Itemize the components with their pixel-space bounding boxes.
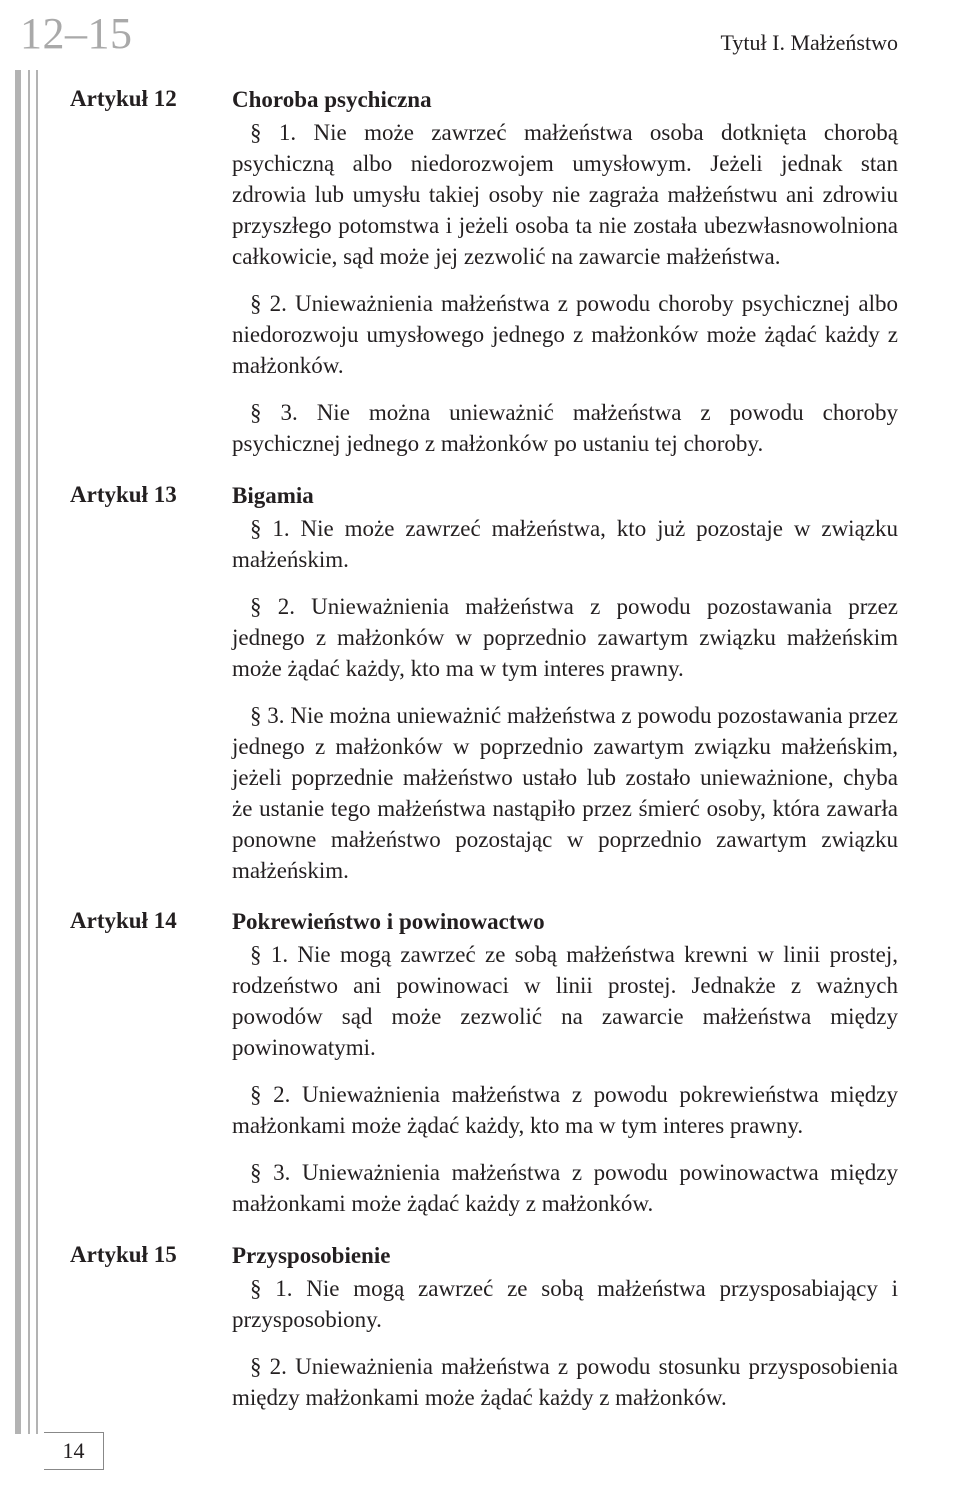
article-label: Artykuł 14	[70, 906, 232, 1235]
article-label: Artykuł 15	[70, 1240, 232, 1429]
article-block: Artykuł 12 Choroba psychiczna § 1. Nie m…	[70, 84, 898, 476]
article-label: Artykuł 12	[70, 84, 232, 476]
article-body: Pokrewieństwo i powinowactwo § 1. Nie mo…	[232, 906, 898, 1235]
article-paragraph: § 3. Nie można unieważnić małżeństwa z p…	[232, 397, 898, 459]
article-paragraph: § 3. Unieważnienia małżeństwa z powodu p…	[232, 1157, 898, 1219]
section-header: Tytuł I. Małżeństwo	[721, 30, 898, 56]
article-label: Artykuł 13	[70, 480, 232, 903]
article-title: Przysposobienie	[232, 1240, 898, 1271]
article-paragraph: § 2. Unieważnienia małżeństwa z powodu c…	[232, 288, 898, 381]
article-block: Artykuł 13 Bigamia § 1. Nie może zawrzeć…	[70, 480, 898, 903]
article-paragraph: § 3. Nie można unieważnić małżeństwa z p…	[232, 700, 898, 886]
article-paragraph: § 1. Nie mogą zawrzeć ze sobą małżeństwa…	[232, 939, 898, 1063]
page-content: Artykuł 12 Choroba psychiczna § 1. Nie m…	[70, 84, 898, 1429]
article-body: Choroba psychiczna § 1. Nie może zawrzeć…	[232, 84, 898, 476]
article-paragraph: § 1. Nie może zawrzeć małżeństwa osoba d…	[232, 117, 898, 272]
article-block: Artykuł 15 Przysposobienie § 1. Nie mogą…	[70, 1240, 898, 1429]
page-range-top: 12–15	[20, 8, 133, 59]
article-body: Przysposobienie § 1. Nie mogą zawrzeć ze…	[232, 1240, 898, 1429]
article-title: Pokrewieństwo i powinowactwo	[232, 906, 898, 937]
margin-rule-thin-2	[36, 70, 38, 1434]
article-paragraph: § 1. Nie może zawrzeć małżeństwa, kto ju…	[232, 513, 898, 575]
article-block: Artykuł 14 Pokrewieństwo i powinowactwo …	[70, 906, 898, 1235]
margin-rule-thick	[15, 70, 21, 1434]
article-paragraph: § 2. Unieważnienia małżeństwa z powodu p…	[232, 1079, 898, 1141]
article-title: Choroba psychiczna	[232, 84, 898, 115]
article-body: Bigamia § 1. Nie może zawrzeć małżeństwa…	[232, 480, 898, 903]
article-paragraph: § 2. Unieważnienia małżeństwa z powodu p…	[232, 591, 898, 684]
margin-rule-thin-1	[28, 70, 30, 1434]
article-paragraph: § 2. Unieważnienia małżeństwa z powodu s…	[232, 1351, 898, 1413]
article-title: Bigamia	[232, 480, 898, 511]
page-number-bottom: 14	[44, 1432, 104, 1470]
article-paragraph: § 1. Nie mogą zawrzeć ze sobą małżeństwa…	[232, 1273, 898, 1335]
